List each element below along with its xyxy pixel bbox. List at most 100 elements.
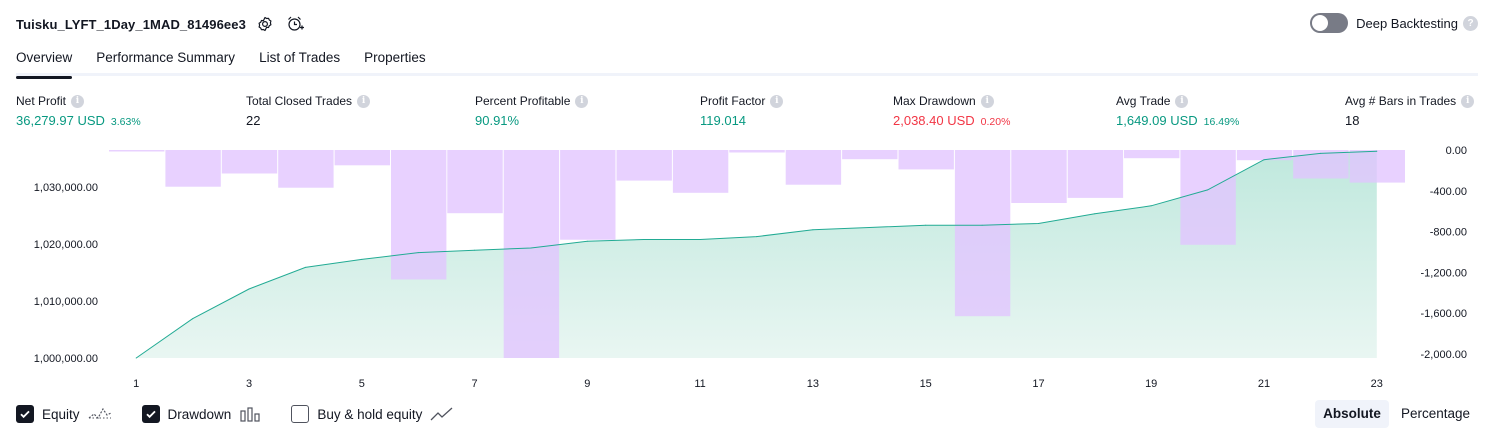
drawdown-bar — [1180, 150, 1236, 245]
overview-stats: Net Profit i 36,279.97 USD 3.63% Total Clo… — [0, 93, 1494, 133]
drawdown-bar — [391, 150, 447, 280]
deep-backtesting-control: Deep Backtesting ? — [1310, 13, 1478, 33]
help-icon[interactable]: ? — [1463, 15, 1478, 31]
x-axis-tick-label: 9 — [584, 378, 590, 390]
x-axis-tick-label: 13 — [807, 378, 819, 390]
toggle-knob — [1312, 15, 1329, 31]
x-axis-tick-label: 7 — [471, 378, 477, 390]
left-axis-tick-label: 1,010,000.00 — [34, 296, 98, 308]
total-closed-trades-value: 22 — [246, 113, 261, 128]
equity-point — [304, 266, 306, 268]
equity-point — [756, 236, 757, 238]
left-axis-tick-label: 1,020,000.00 — [34, 239, 98, 251]
stat-max-drawdown: Max Drawdown i 2,038.40 USD 0.20% — [893, 93, 1010, 128]
info-icon[interactable]: i — [1175, 94, 1189, 108]
max-drawdown-value: 2,038.40 USD — [893, 113, 975, 128]
drawdown-bar — [672, 150, 729, 193]
drawdown-bar — [1236, 150, 1293, 161]
max-drawdown-percent: 0.20% — [980, 116, 1011, 128]
drawdown-bars-icon — [239, 406, 261, 422]
drawdown-bar — [503, 150, 560, 358]
right-axis-tick-label: -800.00 — [1430, 227, 1467, 239]
buy-hold-checkbox[interactable] — [291, 405, 310, 423]
strategy-title: Tuisku_LYFT_1Day_1MAD_81496ee3 — [16, 16, 246, 32]
tab-properties[interactable]: Properties — [364, 50, 426, 65]
drawdown-bar — [1011, 150, 1067, 203]
net-profit-value: 36,279.97 USD — [16, 113, 105, 128]
info-icon[interactable]: i — [1461, 94, 1475, 108]
stat-label: Percent Profitable — [475, 94, 571, 108]
tab-performance-summary[interactable]: Performance Summary — [96, 50, 236, 65]
stat-label: Avg # Bars in Trades — [1345, 94, 1457, 108]
stat-avg-trade: Avg Trade i 1,649.09 USD 16.49% — [1116, 93, 1239, 128]
x-axis-tick-label: 23 — [1371, 378, 1383, 390]
deep-backtesting-toggle[interactable] — [1310, 13, 1349, 33]
drawdown-bar — [334, 150, 390, 166]
left-axis-tick-label: 1,030,000.00 — [34, 182, 98, 194]
equity-point — [925, 224, 927, 226]
drawdown-bar — [954, 150, 1011, 317]
stat-net-profit: Net Profit i 36,279.97 USD 3.63% — [16, 93, 141, 128]
x-axis-tick-label: 21 — [1258, 378, 1270, 390]
equity-point — [643, 239, 645, 240]
stat-avg-bars: Avg # Bars in Trades i 18 — [1345, 93, 1475, 128]
info-icon[interactable]: i — [770, 94, 784, 108]
equity-point — [1150, 205, 1152, 207]
drawdown-bar — [221, 150, 278, 174]
absolute-button[interactable]: Absolute — [1315, 400, 1389, 428]
legend-buy-hold[interactable]: Buy & hold equity — [291, 405, 454, 423]
right-axis-tick-label: -1,200.00 — [1421, 267, 1467, 279]
equity-point — [135, 357, 137, 359]
stat-label: Max Drawdown — [893, 94, 976, 108]
info-icon[interactable]: i — [980, 94, 994, 108]
equity-point — [361, 258, 363, 260]
add-alert-icon[interactable] — [284, 13, 306, 35]
info-icon[interactable]: i — [71, 94, 85, 108]
tab-list-of-trades[interactable]: List of Trades — [259, 50, 341, 65]
stat-profit-factor: Profit Factor i 119.014 — [700, 93, 784, 128]
legend-buy-hold-label: Buy & hold equity — [317, 406, 423, 422]
drawdown-bar — [842, 150, 898, 160]
equity-drawdown-chart[interactable]: 1,000,000.00 1,010,000.00 1,020,000.00 1,03… — [0, 140, 1494, 398]
buy-hold-line-icon — [430, 406, 454, 422]
stat-label: Profit Factor — [700, 94, 766, 108]
stat-total-closed-trades: Total Closed Trades i 22 — [246, 93, 371, 128]
settings-icon[interactable] — [254, 13, 276, 35]
legend-equity-label: Equity — [42, 406, 80, 422]
equity-line-icon — [88, 406, 112, 422]
legend-drawdown[interactable]: Drawdown — [141, 405, 262, 423]
stat-label: Total Closed Trades — [246, 94, 353, 108]
equity-point — [530, 247, 532, 249]
drawdown-bar — [278, 150, 334, 188]
legend-equity[interactable]: Equity — [16, 405, 112, 423]
left-axis-tick-label: 1,000,000.00 — [34, 353, 98, 365]
drawdown-checkbox[interactable] — [141, 405, 160, 423]
percentage-button[interactable]: Percentage — [1400, 406, 1470, 421]
x-axis-tick-label: 15 — [920, 378, 932, 390]
chart-legend: Equity Drawdown Buy & hold equity — [16, 402, 484, 426]
equity-checkbox[interactable] — [16, 405, 34, 423]
legend-drawdown-label: Drawdown — [167, 406, 232, 422]
drawdown-bar — [1067, 150, 1124, 198]
info-icon[interactable]: i — [575, 94, 589, 108]
net-profit-percent: 3.63% — [110, 116, 141, 128]
drawdown-bar — [616, 150, 672, 181]
info-icon[interactable]: i — [357, 94, 371, 108]
drawdown-bar — [447, 150, 503, 214]
right-axis-tick-label: -2,000.00 — [1421, 349, 1467, 361]
equity-point — [474, 249, 475, 251]
drawdown-bar — [729, 150, 785, 153]
profit-factor-value: 119.014 — [700, 113, 747, 128]
equity-point — [248, 288, 250, 290]
drawdown-bar — [1124, 150, 1180, 159]
tab-overview[interactable]: Overview — [16, 44, 73, 79]
stat-label: Avg Trade — [1116, 94, 1171, 108]
drawdown-bar — [1349, 150, 1405, 183]
deep-backtesting-label: Deep Backtesting — [1356, 15, 1458, 31]
equity-point — [699, 239, 701, 240]
equity-point — [1376, 150, 1378, 152]
equity-point — [1319, 152, 1321, 154]
drawdown-bar — [165, 150, 221, 187]
avg-trade-value: 1,649.09 USD — [1116, 113, 1198, 128]
x-axis-tick-label: 1 — [133, 378, 139, 390]
